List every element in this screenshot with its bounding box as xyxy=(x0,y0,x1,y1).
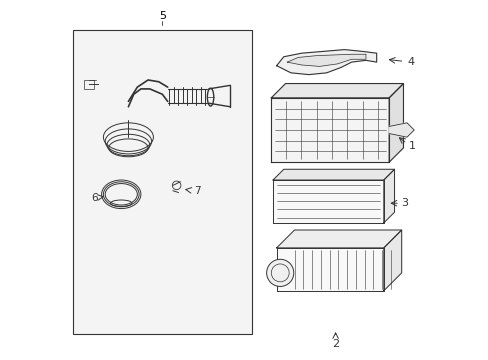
Polygon shape xyxy=(271,98,388,162)
Polygon shape xyxy=(272,180,383,223)
Text: 7: 7 xyxy=(194,186,201,196)
Polygon shape xyxy=(383,169,394,223)
Polygon shape xyxy=(383,230,401,291)
Polygon shape xyxy=(388,123,413,137)
Text: 1: 1 xyxy=(408,141,415,151)
Bar xyxy=(73,30,251,334)
Bar xyxy=(83,80,94,89)
Polygon shape xyxy=(276,50,376,75)
Polygon shape xyxy=(287,54,365,66)
Text: 2: 2 xyxy=(331,339,339,349)
Text: 3: 3 xyxy=(401,198,408,208)
Text: 6: 6 xyxy=(91,193,98,203)
Polygon shape xyxy=(271,84,403,98)
Polygon shape xyxy=(272,169,394,180)
Polygon shape xyxy=(276,248,383,291)
Polygon shape xyxy=(276,230,401,248)
Circle shape xyxy=(266,259,293,287)
Polygon shape xyxy=(388,84,403,162)
Text: 5: 5 xyxy=(159,11,165,21)
Text: 4: 4 xyxy=(406,57,413,67)
